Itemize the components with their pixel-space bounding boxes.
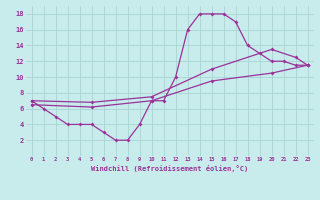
X-axis label: Windchill (Refroidissement éolien,°C): Windchill (Refroidissement éolien,°C) <box>91 165 248 172</box>
